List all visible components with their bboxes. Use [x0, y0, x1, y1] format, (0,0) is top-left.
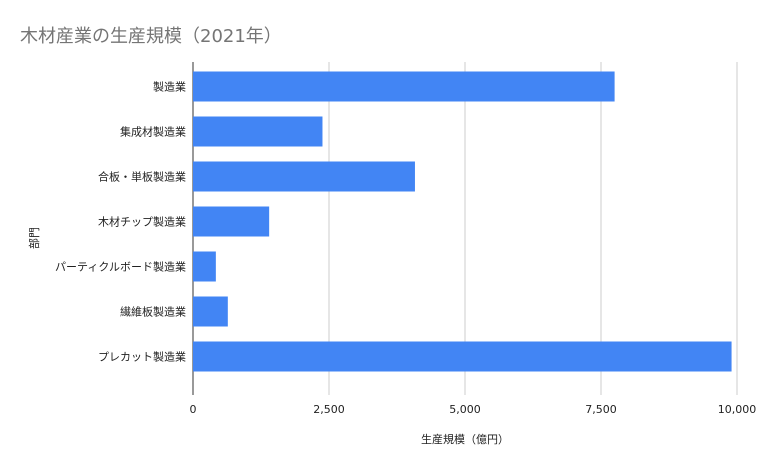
bar: [193, 116, 323, 147]
bar: [193, 161, 415, 192]
category-label: 合板・単板製造業: [98, 170, 186, 184]
category-label: 製造業: [153, 80, 186, 94]
bar: [193, 206, 270, 237]
y-axis-title: 部門: [27, 227, 41, 249]
x-tick-label: 5,000: [449, 403, 481, 416]
chart-title: 木材産業の生産規模（2021年）: [20, 26, 282, 47]
x-tick-label: 10,000: [718, 403, 757, 416]
bars: [193, 71, 732, 372]
x-tick-label: 7,500: [585, 403, 617, 416]
category-labels: 製造業集成材製造業合板・単板製造業木材チップ製造業パーティクルボード製造業繊維板…: [55, 80, 186, 364]
bar: [193, 296, 228, 327]
bar: [193, 341, 732, 372]
category-label: パーティクルボード製造業: [55, 260, 186, 274]
category-label: 木材チップ製造業: [98, 215, 186, 229]
x-tick-label: 0: [190, 403, 197, 416]
bar: [193, 251, 216, 282]
x-tick-labels: 0 2,500 5,000 7,500 10,000: [190, 403, 757, 416]
category-label: 集成材製造業: [120, 125, 186, 139]
category-label: 繊維板製造業: [120, 305, 186, 319]
bar: [193, 71, 615, 102]
x-axis-title: 生産規模（億円）: [421, 432, 509, 446]
category-label: プレカット製造業: [98, 350, 186, 364]
x-tick-label: 2,500: [313, 403, 345, 416]
gridlines: [192, 62, 738, 395]
